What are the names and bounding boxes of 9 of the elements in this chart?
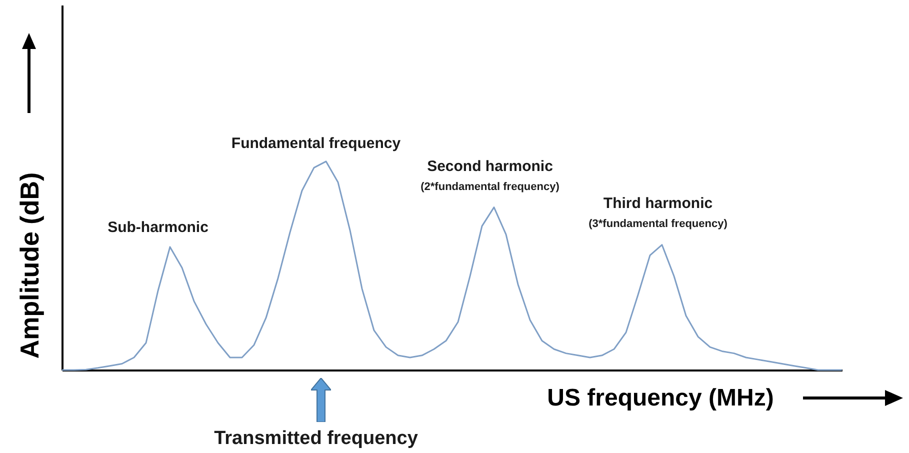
annotation: Sub-harmonic: [108, 219, 208, 236]
y-axis-title: Amplitude (dB): [14, 172, 44, 359]
annotation: Second harmonic: [427, 158, 553, 175]
annotation: Third harmonic: [603, 195, 713, 212]
text: Fundamental frequency: [231, 135, 402, 152]
annotation: (3*fundamental frequency): [588, 218, 728, 230]
x-axis-title: US frequency (MHz): [547, 384, 774, 412]
text: Transmitted frequency: [214, 428, 418, 449]
annotation: (2*fundamental frequency): [420, 181, 560, 193]
